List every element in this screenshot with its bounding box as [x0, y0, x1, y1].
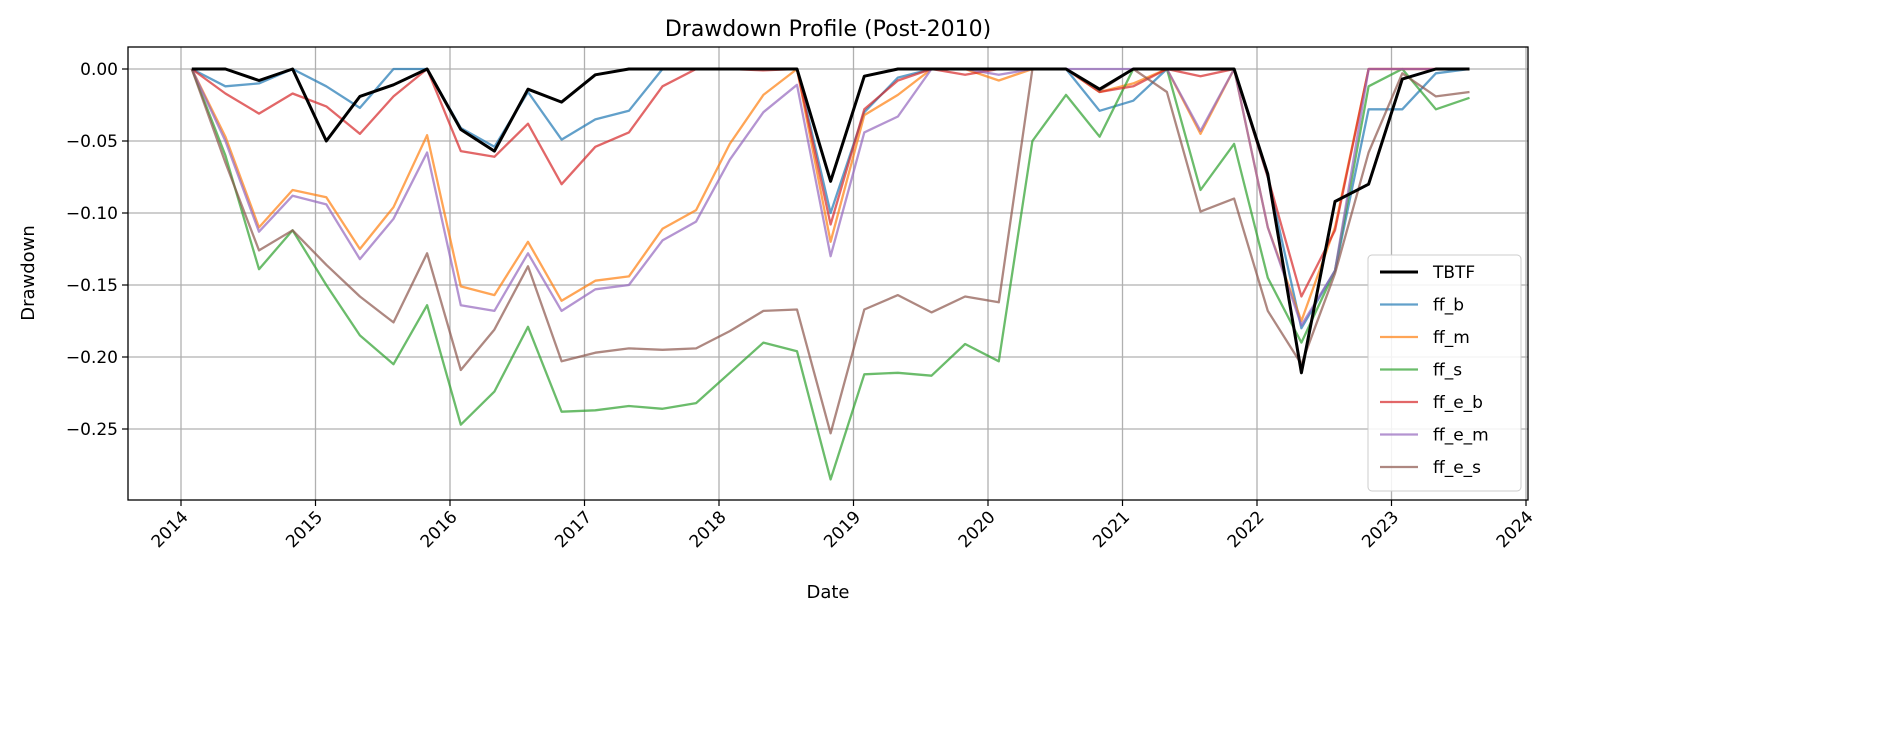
y-tick-label: −0.15	[66, 276, 118, 296]
y-tick-label: 0.00	[80, 60, 118, 80]
legend: TBTF ff_b ff_m ff_s ff_e_b ff_e_m ff_e_s	[1367, 254, 1522, 492]
y-tick-label: −0.25	[66, 420, 118, 440]
legend-label: ff_b	[1433, 296, 1464, 316]
plot-frame	[127, 46, 1529, 501]
y-tick-label: −0.20	[66, 348, 118, 368]
y-axis-label: Drawdown	[18, 225, 39, 321]
y-tick-label: −0.10	[66, 204, 118, 224]
series-line-ff-e-m	[190, 67, 1470, 327]
legend-label: TBTF	[1432, 263, 1475, 283]
legend-label: ff_e_m	[1433, 426, 1489, 446]
series-lines	[190, 67, 1470, 481]
series-line-ff-e-s	[190, 67, 1470, 435]
chart-title: Drawdown Profile (Post-2010)	[665, 17, 991, 42]
y-tick-label: −0.05	[66, 132, 118, 152]
legend-label: ff_e_b	[1433, 393, 1483, 413]
legend-label: ff_s	[1433, 361, 1462, 381]
legend-box	[1367, 254, 1522, 492]
series-line-ff-s	[190, 67, 1470, 481]
series-line-tbtf	[191, 67, 1470, 375]
legend-label: ff_e_s	[1433, 458, 1481, 478]
x-axis-label: Date	[806, 582, 849, 603]
legend-label: ff_m	[1433, 328, 1470, 348]
